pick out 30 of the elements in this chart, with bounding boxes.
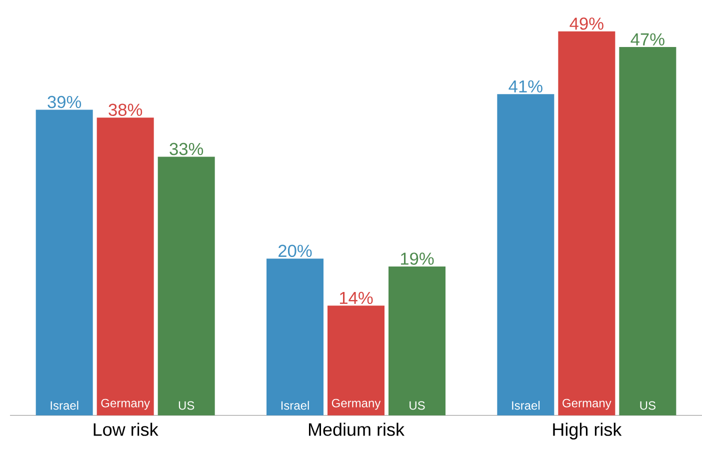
bar <box>497 94 554 416</box>
bar <box>36 110 93 416</box>
text: Germany <box>101 398 150 410</box>
data-label: 19% <box>400 252 434 265</box>
bar <box>388 266 446 416</box>
data-label: 49% <box>570 18 604 30</box>
series-label: Israel <box>50 400 78 410</box>
text: US <box>410 401 425 410</box>
bar <box>328 306 385 416</box>
data-label: 39% <box>48 96 82 108</box>
text: US <box>640 401 656 410</box>
bar <box>96 118 154 416</box>
bar <box>619 47 676 416</box>
x-tick-label: Medium risk <box>308 422 405 436</box>
series-label: Germany <box>562 398 612 410</box>
data-label: 33% <box>170 142 204 156</box>
data-label: 41% <box>508 80 542 92</box>
series-label: US <box>178 401 194 410</box>
text: Germany <box>332 398 381 410</box>
data-label: 20% <box>278 244 312 258</box>
x-tick-label: High risk <box>553 422 622 440</box>
bar <box>158 156 215 416</box>
bar <box>266 258 324 416</box>
data-label: 38% <box>108 104 142 116</box>
text: Israel <box>512 400 540 410</box>
text: Israel <box>281 400 309 410</box>
data-label: 14% <box>340 292 373 304</box>
x-tick-label: Low risk <box>94 422 158 436</box>
data-label: 47% <box>630 33 664 46</box>
bar <box>558 31 616 416</box>
